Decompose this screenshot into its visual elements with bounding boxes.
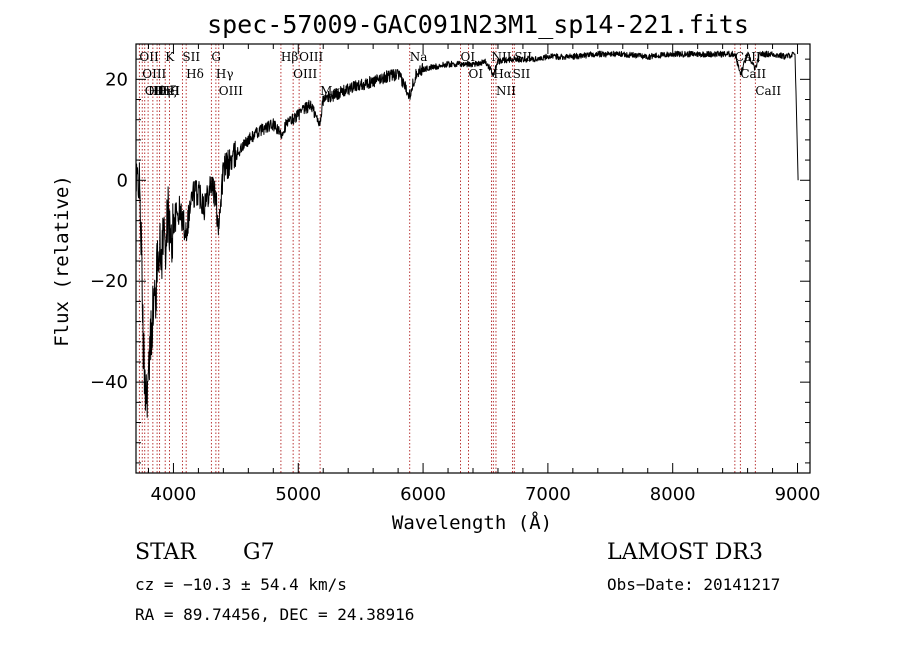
object-class: STAR: [135, 540, 197, 565]
line-marker-label: HeI: [157, 84, 180, 98]
line-marker-label: OIII: [142, 67, 166, 81]
coordinates: RA = 89.74456, DEC = 24.38916: [135, 605, 414, 624]
line-marker-label: SII: [182, 50, 200, 64]
plot-frame: [135, 43, 811, 474]
line-markers: [138, 44, 756, 473]
survey-name: LAMOST DR3: [607, 540, 763, 565]
obs-date: Obs−Date: 20141217: [607, 575, 780, 594]
axes: 4000 5000 6000 7000 8000 9000 −40 −20 0 20: [90, 43, 821, 505]
x-tick-label: 9000: [775, 484, 821, 505]
line-marker-label: NII: [496, 84, 516, 98]
line-marker-label: OIII: [219, 84, 243, 98]
object-subclass: G7: [243, 540, 275, 565]
y-tick-label: −20: [90, 271, 128, 292]
chart-title: spec-57009-GAC091N23M1_sp14-221.fits: [207, 10, 749, 39]
y-tick-label: 20: [105, 69, 128, 90]
line-marker-label: OII: [145, 84, 165, 98]
x-tick-label: 8000: [650, 484, 696, 505]
line-marker-label: OIII: [293, 67, 317, 81]
line-marker-label: Hθ: [148, 84, 166, 98]
line-marker-label: H: [169, 84, 179, 98]
line-marker-label: CaII: [735, 50, 761, 64]
y-tick-label: 0: [117, 170, 128, 191]
x-tick-label: 4000: [151, 484, 197, 505]
line-marker-label: OI: [461, 50, 476, 64]
line-labels: OIIOIIIOIIHθHηHeIHζKHSIIHδGHγOIIIHβOIIIO…: [139, 50, 781, 98]
redshift-readout: cz = −10.3 ± 54.4 km/s: [135, 575, 347, 594]
line-marker-label: Hζ: [160, 84, 177, 98]
line-marker-label: K: [165, 50, 175, 64]
x-tick-label: 6000: [400, 484, 446, 505]
y-axis-label: Flux (relative): [51, 175, 73, 347]
x-axis-label: Wavelength (Å): [392, 511, 552, 534]
x-tick-label: 5000: [275, 484, 321, 505]
line-marker-label: Hα: [493, 67, 512, 81]
line-marker-label: Hη: [153, 84, 171, 98]
line-marker-label: OII: [139, 50, 159, 64]
x-tick-label: 7000: [525, 484, 571, 505]
spectrum-series: [135, 50, 799, 418]
line-marker-label: Na: [410, 50, 428, 64]
line-marker-label: G: [211, 50, 221, 64]
line-marker-label: OIII: [299, 50, 323, 64]
line-marker-label: Hδ: [186, 67, 204, 81]
line-marker-label: CaII: [740, 67, 766, 81]
line-marker-label: Hγ: [216, 67, 234, 81]
y-tick-label: −40: [90, 372, 128, 393]
line-marker-label: OI: [469, 67, 484, 81]
line-marker-label: CaII: [755, 84, 781, 98]
line-marker-label: Hβ: [281, 50, 298, 64]
line-marker-label: SII: [513, 67, 531, 81]
spectrum-line: [135, 50, 799, 418]
